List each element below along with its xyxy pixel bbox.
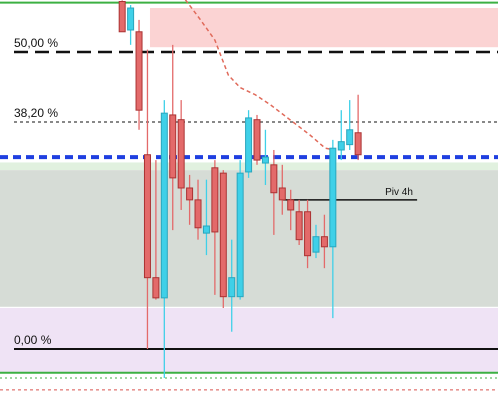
- candle-body: [143, 154, 151, 279]
- candle-body: [278, 187, 286, 201]
- candle-body: [329, 147, 337, 248]
- candle-body: [219, 172, 227, 298]
- candle-body: [118, 0, 126, 33]
- candle-body: [261, 156, 269, 164]
- zone: [0, 170, 498, 307]
- candle-body: [270, 164, 278, 194]
- zone: [0, 307, 498, 373]
- pivot-label: Piv 4h: [385, 187, 413, 198]
- candle-body: [211, 167, 219, 233]
- candle-body: [152, 277, 160, 299]
- candle-body: [127, 7, 135, 31]
- candle-body: [346, 129, 354, 146]
- candle-body: [287, 199, 295, 211]
- candle-body: [135, 31, 143, 111]
- candle-body: [354, 132, 362, 156]
- candle-body: [320, 236, 328, 248]
- candle-body: [304, 211, 312, 257]
- candle-body: [236, 172, 244, 298]
- candle-body: [295, 211, 303, 241]
- candle-body: [337, 141, 345, 151]
- candle-body: [253, 119, 261, 161]
- candle-body: [312, 236, 320, 253]
- candle-body: [169, 114, 177, 179]
- fib-label: 0,00 %: [14, 333, 52, 347]
- candle-body: [245, 117, 253, 173]
- candle-body: [194, 199, 202, 229]
- candle-body: [228, 277, 236, 298]
- moving-average: [184, 0, 336, 151]
- fib-label: 38,20 %: [14, 106, 58, 120]
- candle-body: [202, 225, 210, 234]
- candle-body: [177, 119, 185, 189]
- zone: [149, 8, 498, 48]
- candle-body: [186, 187, 194, 201]
- candle-body: [160, 112, 168, 299]
- fib-label: 50,00 %: [14, 36, 58, 50]
